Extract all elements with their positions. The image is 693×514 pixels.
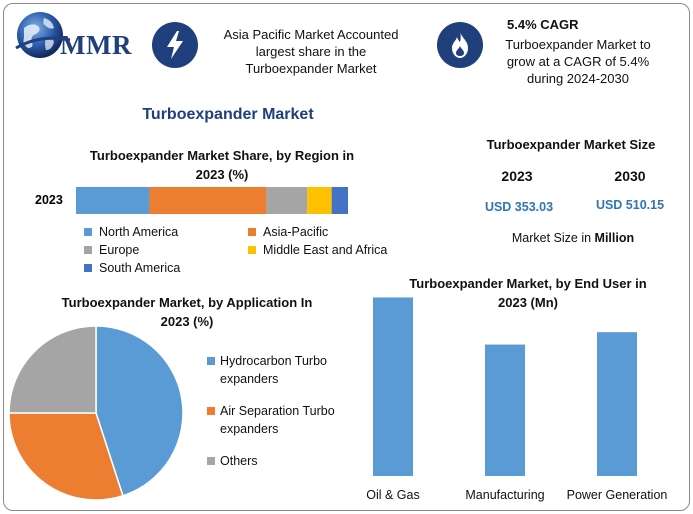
market-size-title: Turboexpander Market Size <box>486 137 656 152</box>
legend-swatch <box>84 264 92 272</box>
region-chart-title: Turboexpander Market Share, by Region in… <box>62 146 382 184</box>
region-legend-mea: Middle East and Africa <box>248 243 387 257</box>
legend-label: Asia-Pacific <box>263 225 329 239</box>
end-user-bar-0 <box>373 297 413 476</box>
end-user-chart-title-line-1: Turboexpander Market, by End User in <box>409 276 647 291</box>
page-title: Turboexpander Market <box>142 106 314 123</box>
legend-swatch <box>248 228 256 236</box>
info-card-2-line-2: grow at a CAGR of 5.4% <box>506 54 650 69</box>
legend-label: Europe <box>99 243 140 257</box>
legend-swatch <box>207 357 215 365</box>
info-card-2-line-3: during 2024-2030 <box>527 71 629 86</box>
end-user-xlabel-power-generation: Power Generation <box>566 488 668 502</box>
region-bar-category-label: 2023 <box>35 193 63 207</box>
region-bar-segment-3 <box>307 187 332 214</box>
pie-legend-others: Others <box>207 452 258 470</box>
legend-label-line-2: expanders <box>220 372 279 386</box>
unit-note-prefix: Market Size in <box>511 231 595 245</box>
lightning-icon <box>167 31 183 59</box>
region-bar-segment-1 <box>149 187 267 214</box>
legend-label: North America <box>99 225 179 239</box>
end-user-bar-2 <box>597 332 637 476</box>
end-user-bar-chart <box>373 297 637 476</box>
mmr-logo: MMR <box>12 8 137 64</box>
region-legend-asia-pacific: Asia-Pacific <box>248 225 328 239</box>
info-card-2-text: Turboexpander Market to grow at a CAGR o… <box>493 36 663 87</box>
legend-swatch <box>84 246 92 254</box>
legend-swatch <box>248 246 256 254</box>
legend-label: Middle East and Africa <box>263 243 388 257</box>
market-size-year-2030: 2030 <box>614 168 646 184</box>
globe-icon <box>15 12 71 58</box>
pie-slice-1 <box>8 412 124 501</box>
legend-label-line-1: Air Separation Turbo <box>220 404 335 418</box>
end-user-xlabel-manufacturing: Manufacturing <box>465 488 545 502</box>
legend-swatch <box>207 407 215 415</box>
info-card-2-icon-circle <box>437 22 483 68</box>
region-stacked-bar <box>76 187 348 214</box>
pie-legend-air-separation: Air Separation Turbo expanders <box>207 402 335 438</box>
legend-label-line-1: Hydrocarbon Turbo <box>220 354 328 368</box>
market-size-value-2030: USD 510.15 <box>595 198 665 212</box>
region-chart-title-line-2: 2023 (%) <box>195 167 249 182</box>
region-bar-segment-0 <box>76 187 150 214</box>
region-bar-segment-4 <box>331 187 348 214</box>
legend-label: South America <box>99 261 181 275</box>
cagr-heading: 5.4% CAGR <box>507 17 579 32</box>
market-size-value-2023: USD 353.03 <box>484 200 554 214</box>
region-legend-north-america: North America <box>84 225 178 239</box>
application-chart-title-line-1: Turboexpander Market, by Application In <box>61 295 313 310</box>
application-chart-title-line-2: 2023 (%) <box>160 314 214 329</box>
region-legend-europe: Europe <box>84 243 139 257</box>
pie-slice-0 <box>95 325 184 497</box>
end-user-chart-title-line-2: 2023 (Mn) <box>498 295 558 310</box>
legend-label-line-2: expanders <box>220 422 279 436</box>
end-user-xlabel-oil-gas: Oil & Gas <box>366 488 420 502</box>
unit-note-unit: Million <box>594 231 635 245</box>
application-pie-chart <box>8 325 184 501</box>
end-user-chart-title: Turboexpander Market, by End User in 202… <box>372 274 684 312</box>
legend-swatch <box>84 228 92 236</box>
info-card-1-line-1: Asia Pacific Market Accounted <box>223 27 399 42</box>
legend-swatch <box>207 457 215 465</box>
application-chart-title: Turboexpander Market, by Application In … <box>32 293 342 331</box>
info-card-1-line-3: Turboexpander Market <box>245 61 377 76</box>
region-legend-south-america: South America <box>84 261 180 275</box>
pie-legend-hydrocarbon: Hydrocarbon Turbo expanders <box>207 352 327 388</box>
end-user-bar-1 <box>485 344 525 476</box>
info-card-1-icon-circle <box>152 22 198 68</box>
region-bar-segment-2 <box>266 187 308 214</box>
info-card-1-line-2: largest share in the <box>255 44 367 59</box>
pie-slice-2 <box>8 325 97 414</box>
info-card-1-text: Asia Pacific Market Accounted largest sh… <box>208 26 414 77</box>
legend-label-line-1: Others <box>220 454 258 468</box>
logo-text: MMR <box>60 30 132 60</box>
info-card-2-line-1: Turboexpander Market to <box>505 37 651 52</box>
market-size-year-2023: 2023 <box>501 168 533 184</box>
market-size-unit-note: Market Size in Million <box>478 231 668 245</box>
region-chart-title-line-1: Turboexpander Market Share, by Region in <box>89 148 355 163</box>
flame-icon <box>452 32 468 58</box>
